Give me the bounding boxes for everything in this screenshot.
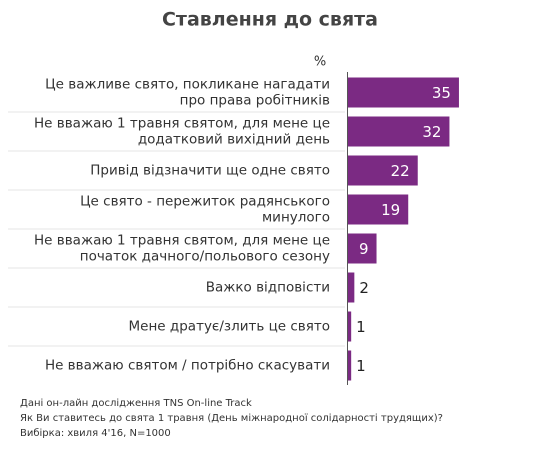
- bar: [348, 77, 459, 108]
- value-label: 22: [391, 162, 410, 180]
- value-label: 19: [381, 201, 400, 219]
- value-label: 35: [432, 84, 451, 102]
- category-label: про права робітників: [180, 93, 330, 109]
- category-label: Привід відзначити ще одне свято: [90, 163, 330, 179]
- value-label: 1: [356, 357, 366, 375]
- category-label: Це важливе свято, покликане нагадати: [45, 77, 330, 93]
- category-label: початок дачного/польового сезону: [80, 249, 330, 265]
- bar: [348, 155, 418, 186]
- value-label: 2: [359, 279, 369, 297]
- footnote: Дані он-лайн дослідження TNS On-line Tra…: [20, 397, 252, 409]
- value-label: 1: [356, 318, 366, 336]
- bar: [348, 272, 355, 303]
- category-label: Не вважаю 1 травня святом, для мене це: [34, 233, 330, 249]
- footnote: Як Ви ставитесь до свята 1 травня (День …: [20, 412, 443, 424]
- bar: [348, 311, 352, 342]
- category-label: Це свято - пережиток радянського: [80, 194, 330, 210]
- unit-label: %: [314, 55, 326, 70]
- chart-title: Ставлення до свята: [162, 9, 378, 31]
- value-label: 32: [422, 123, 441, 141]
- bar: [348, 350, 352, 381]
- category-label: Важко відповісти: [206, 280, 330, 296]
- category-label: Не вважаю святом / потрібно скасувати: [45, 358, 330, 374]
- category-label: додатковий вихідний день: [138, 132, 330, 148]
- bar: [348, 194, 409, 225]
- category-label: минулого: [262, 210, 330, 226]
- bar: [348, 116, 450, 147]
- bar: [348, 233, 377, 264]
- category-label: Не вважаю 1 травня святом, для мене це: [34, 116, 330, 132]
- value-label: 9: [359, 240, 369, 258]
- category-label: Мене дратує/злить це свято: [129, 319, 330, 335]
- footnote: Вибірка: хвиля 4'16, N=1000: [20, 427, 171, 439]
